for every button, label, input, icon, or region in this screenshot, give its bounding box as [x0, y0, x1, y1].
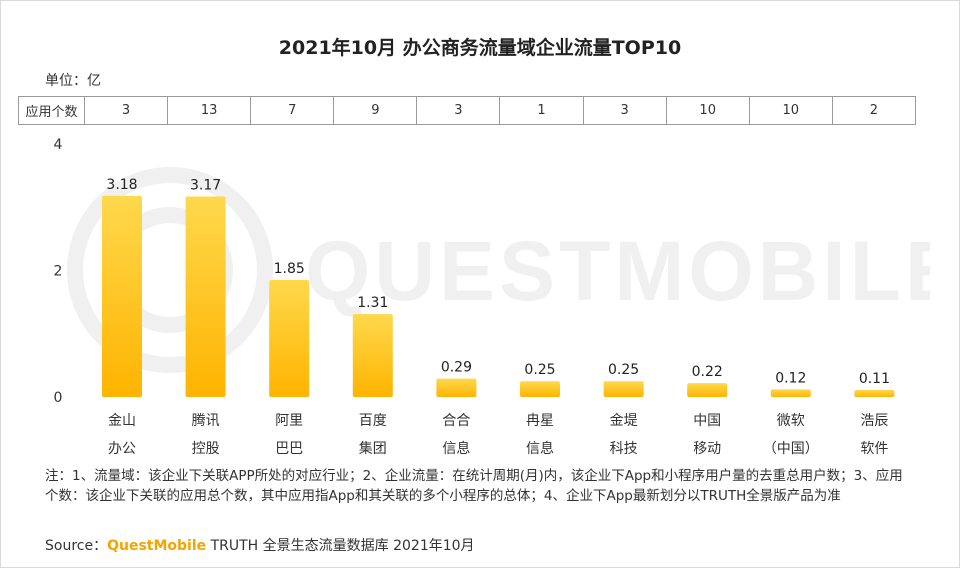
bar-value-label: 0.29 — [441, 360, 472, 376]
app-count-header: 应用个数 — [18, 96, 85, 125]
bar — [185, 196, 226, 397]
y-tick-label: 2 — [54, 264, 63, 280]
x-tick-label: 信息 — [526, 440, 554, 457]
footnotes: 注：1、流量域：该企业下关联APP所处的对应行业；2、企业流量：在统计周期(月)… — [45, 468, 903, 504]
app-count-cell: 2 — [831, 96, 917, 125]
x-tick-label: 微软 — [777, 413, 805, 429]
bar — [520, 381, 560, 397]
source-brand: QuestMobile — [107, 538, 207, 554]
bar-chart: 0 2 4 3.18 3.17 1.85 1.31 0.29 0.25 0.25 0.22 0.12… — [54, 137, 895, 457]
bar — [352, 314, 393, 397]
x-tick-label: 办公 — [108, 441, 136, 457]
y-tick-label: 0 — [54, 390, 63, 406]
x-tick-label: 控股 — [192, 441, 220, 457]
app-count-cell: 1 — [499, 96, 584, 125]
source-line: Source：QuestMobile TRUTH 全景生态流量数据库 2021年… — [45, 535, 475, 555]
x-tick-label: 金山 — [108, 413, 136, 429]
bar-value-label: 0.11 — [859, 371, 890, 387]
app-count-row: 应用个数 3 13 7 9 3 1 3 10 10 2 — [18, 96, 917, 125]
bar-value-label: 0.12 — [775, 370, 806, 386]
bar-value-label: 3.17 — [190, 177, 221, 193]
bars — [102, 195, 895, 397]
bar-value-label: 0.22 — [692, 364, 723, 380]
app-count-cell: 3 — [416, 96, 501, 125]
x-tick-label: 巴巴 — [275, 441, 303, 457]
y-axis: 0 2 4 — [54, 137, 63, 406]
bar-value-label: 3.18 — [106, 177, 137, 193]
y-tick-label: 4 — [54, 137, 63, 153]
x-tick-label: 腾讯 — [192, 412, 220, 429]
source-suffix: TRUTH 全景生态流量数据库 2021年10月 — [206, 538, 475, 554]
bar — [269, 279, 310, 397]
app-count-cell: 3 — [582, 96, 667, 125]
bar-value-label: 0.25 — [608, 362, 639, 378]
x-tick-label: 信息 — [442, 440, 470, 457]
bar — [436, 378, 477, 397]
bar-value-label: 1.85 — [274, 261, 305, 277]
x-tick-label: 合合 — [442, 413, 470, 429]
x-tick-label: 中国 — [693, 413, 721, 429]
x-tick-label: 阿里 — [275, 413, 303, 429]
app-count-cell: 3 — [83, 96, 169, 125]
bar — [770, 389, 811, 397]
bar-value-label: 1.31 — [357, 295, 388, 311]
app-count-table: 应用个数 3 13 7 9 3 1 3 10 10 2 — [18, 96, 917, 125]
chart-title: 2021年10月 办公商务流量域企业流量TOP10 — [278, 37, 682, 59]
value-labels: 3.18 3.17 1.85 1.31 0.29 0.25 0.25 0.22 0.12 0.11 — [106, 177, 890, 387]
watermark-text: QUESTMOBILE — [305, 224, 930, 318]
x-tick-label: 移动 — [693, 441, 721, 457]
x-tick-label: 冉星 — [526, 413, 554, 429]
x-tick-label: 软件 — [860, 441, 888, 457]
unit-label: 单位：亿 — [45, 73, 101, 89]
source-prefix: Source： — [45, 538, 108, 554]
bar-value-label: 0.25 — [524, 362, 555, 378]
x-tick-label: 浩辰 — [860, 413, 888, 429]
bar — [603, 381, 644, 397]
bar — [687, 383, 728, 397]
x-tick-label: 金堤 — [610, 413, 638, 429]
x-tick-label: 科技 — [610, 441, 638, 457]
app-count-cell: 7 — [250, 96, 335, 125]
app-count-cell: 10 — [748, 96, 833, 125]
app-count-cell: 10 — [665, 96, 750, 125]
app-count-cell: 9 — [333, 96, 418, 125]
x-tick-label: 集团 — [359, 440, 387, 457]
x-tick-label: 百度 — [359, 413, 387, 429]
bar — [102, 195, 142, 397]
bar — [854, 390, 895, 397]
x-tick-label: （中国） — [763, 441, 819, 457]
